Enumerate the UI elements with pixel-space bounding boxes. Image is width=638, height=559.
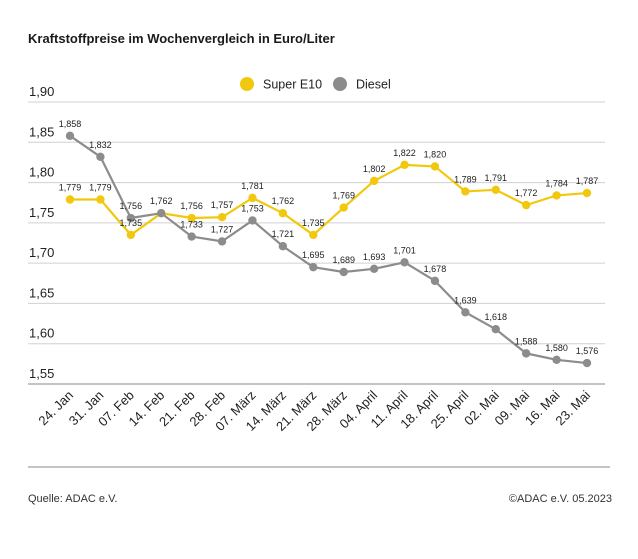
data-point — [96, 152, 105, 161]
data-point — [491, 185, 500, 195]
data-point — [65, 131, 75, 141]
data-point — [278, 242, 288, 251]
data-label: 1,678 — [424, 264, 447, 274]
data-point — [339, 203, 348, 212]
data-point — [552, 355, 561, 365]
data-label: 1,787 — [576, 176, 599, 186]
data-label: 1,588 — [515, 336, 538, 346]
data-point — [369, 264, 379, 273]
data-point — [217, 213, 227, 222]
data-point — [400, 258, 409, 267]
copyright-note: ©ADAC e.V. 05.2023 — [508, 493, 612, 505]
data-point — [461, 187, 470, 196]
data-label: 1,802 — [363, 164, 386, 174]
data-point — [248, 216, 257, 225]
data-labels: 1,779 1,779 1,735 1,762 1,756 1,757 1,781 1,762… — [59, 119, 599, 356]
data-label: 1,820 — [424, 149, 447, 159]
data-label: 1,756 — [120, 201, 143, 211]
series-points — [65, 131, 592, 368]
y-tick-label: 1,65 — [29, 285, 54, 300]
data-point — [248, 193, 257, 203]
data-point — [126, 213, 136, 223]
data-point — [369, 176, 379, 186]
legend-label: Diesel — [356, 78, 391, 92]
data-label: 1,784 — [545, 178, 568, 188]
data-point — [126, 230, 136, 240]
data-label: 1,727 — [211, 224, 234, 234]
data-label: 1,735 — [120, 218, 143, 228]
data-label: 1,791 — [484, 173, 507, 183]
data-label: 1,789 — [454, 174, 477, 184]
y-tick-label: 1,55 — [29, 366, 54, 381]
legend-marker — [240, 77, 254, 91]
data-point — [96, 195, 105, 204]
y-axis: 1,55 1,60 1,65 1,70 1,75 1,80 1,85 1,90 — [29, 84, 54, 381]
legend-marker — [333, 77, 347, 91]
series-line — [70, 163, 588, 237]
data-point — [187, 213, 196, 223]
x-tick-label: 23. Mai — [552, 387, 593, 428]
data-label: 1,733 — [180, 220, 203, 230]
data-label: 1,757 — [211, 200, 234, 210]
data-point — [521, 200, 531, 210]
data-label: 1,762 — [150, 196, 173, 206]
series-line — [69, 134, 588, 365]
chart-legend: Super E10 Diesel — [240, 77, 391, 92]
data-point — [278, 208, 288, 218]
data-point — [309, 230, 318, 240]
y-tick-label: 1,85 — [29, 124, 54, 139]
y-tick-label: 1,90 — [29, 84, 54, 99]
y-tick-label: 1,80 — [29, 165, 54, 180]
data-label: 1,695 — [302, 250, 325, 260]
data-label: 1,858 — [59, 119, 82, 129]
data-point — [157, 208, 166, 218]
data-label: 1,779 — [89, 182, 112, 192]
data-label: 1,781 — [241, 181, 264, 191]
data-label: 1,772 — [515, 188, 538, 198]
chart-grid — [28, 101, 605, 385]
chart-title: Kraftstoffpreise im Wochenvergleich in E… — [28, 31, 335, 46]
source-note: Quelle: ADAC e.V. — [28, 493, 118, 505]
data-label: 1,618 — [484, 312, 507, 322]
data-point — [582, 358, 592, 368]
data-label: 1,779 — [59, 182, 82, 192]
data-point — [187, 232, 196, 241]
data-point — [430, 162, 440, 171]
data-point — [339, 267, 348, 277]
data-point — [309, 262, 318, 272]
data-label: 1,756 — [180, 201, 203, 211]
legend-label: Super E10 — [263, 78, 322, 92]
data-point — [65, 195, 75, 204]
data-point — [430, 276, 440, 286]
data-label: 1,721 — [272, 229, 295, 239]
data-point — [400, 160, 409, 170]
data-label: 1,701 — [393, 245, 416, 255]
data-point — [582, 188, 592, 198]
data-label: 1,822 — [393, 148, 416, 158]
data-label: 1,762 — [272, 196, 295, 206]
y-tick-label: 1,70 — [29, 245, 54, 260]
data-label: 1,639 — [454, 295, 477, 305]
data-label: 1,769 — [332, 191, 355, 201]
data-label: 1,576 — [576, 346, 599, 356]
data-point — [491, 325, 500, 334]
data-label: 1,832 — [89, 140, 112, 150]
data-label: 1,580 — [545, 343, 568, 353]
data-label: 1,689 — [332, 255, 355, 265]
data-point — [461, 308, 470, 317]
data-point — [217, 237, 227, 246]
data-point — [521, 349, 531, 358]
data-label: 1,753 — [241, 203, 264, 213]
data-point — [552, 191, 561, 200]
data-label: 1,735 — [302, 218, 325, 228]
y-tick-label: 1,75 — [29, 205, 54, 220]
data-label: 1,693 — [363, 252, 386, 262]
series-lines — [69, 134, 588, 365]
y-tick-label: 1,60 — [29, 326, 54, 341]
